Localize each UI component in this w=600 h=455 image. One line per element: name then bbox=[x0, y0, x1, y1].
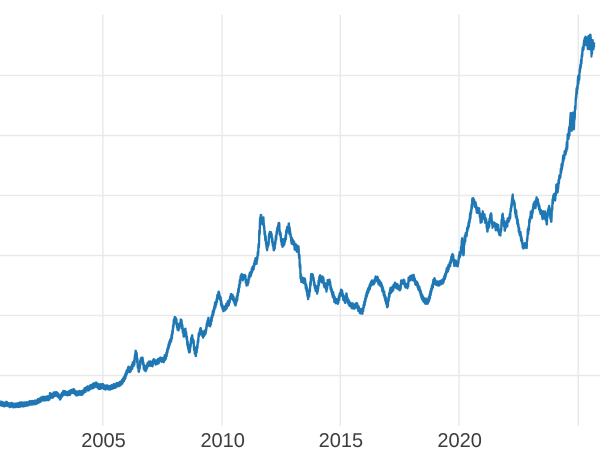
svg-text:2010: 2010 bbox=[200, 430, 245, 450]
svg-text:2020: 2020 bbox=[437, 430, 482, 450]
svg-text:2015: 2015 bbox=[319, 430, 364, 450]
svg-text:2005: 2005 bbox=[81, 430, 126, 450]
